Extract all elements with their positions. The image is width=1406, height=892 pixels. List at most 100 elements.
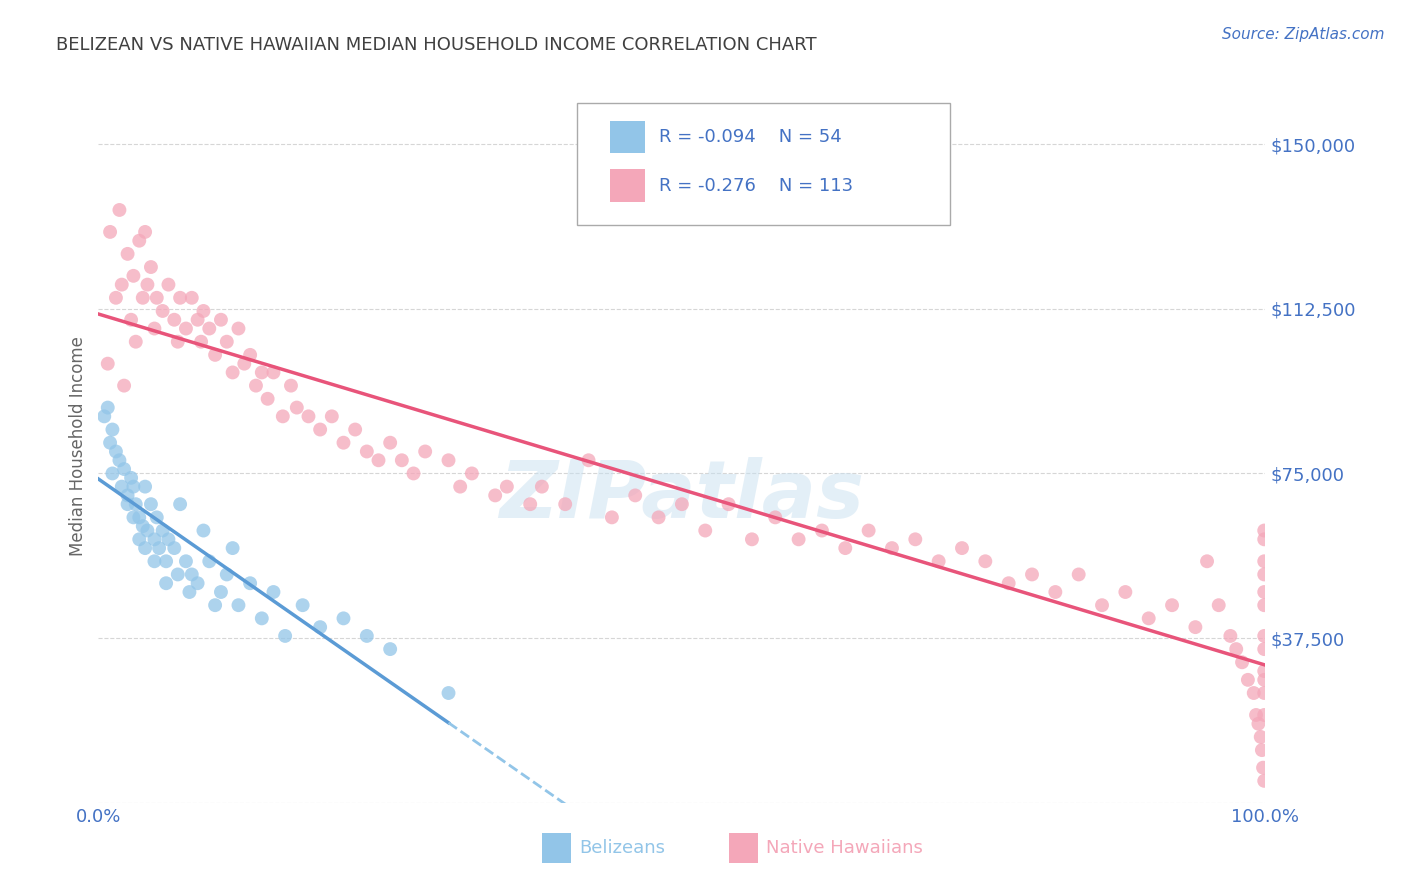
Point: [309, 620, 332, 634]
Point: [928, 554, 950, 568]
Point: [274, 629, 297, 643]
Point: [1225, 642, 1247, 657]
Point: [437, 686, 460, 700]
Point: [146, 291, 169, 305]
Text: R = -0.094    N = 54: R = -0.094 N = 54: [658, 128, 841, 146]
Point: [98, 225, 121, 239]
Point: [530, 480, 553, 494]
Point: [120, 471, 142, 485]
Point: [1253, 524, 1275, 538]
Point: [180, 567, 202, 582]
Point: [1137, 611, 1160, 625]
Point: [198, 554, 221, 568]
Point: [1253, 598, 1275, 612]
Point: [245, 378, 267, 392]
Point: [391, 453, 413, 467]
Text: Source: ZipAtlas.com: Source: ZipAtlas.com: [1222, 27, 1385, 42]
Point: [190, 334, 212, 349]
Point: [134, 480, 156, 494]
Point: [209, 312, 232, 326]
Point: [111, 480, 134, 494]
Point: [1230, 655, 1253, 669]
Point: [1253, 533, 1275, 547]
Point: [1161, 598, 1184, 612]
Point: [1247, 716, 1270, 731]
Point: [193, 304, 215, 318]
Point: [111, 277, 134, 292]
Text: BELIZEAN VS NATIVE HAWAIIAN MEDIAN HOUSEHOLD INCOME CORRELATION CHART: BELIZEAN VS NATIVE HAWAIIAN MEDIAN HOUSE…: [56, 36, 817, 54]
Point: [1253, 629, 1275, 643]
Point: [974, 554, 997, 568]
Point: [136, 524, 159, 538]
Point: [1195, 554, 1218, 568]
Point: [321, 409, 343, 424]
Point: [1067, 567, 1090, 582]
Point: [169, 497, 191, 511]
Point: [904, 533, 927, 547]
Point: [174, 321, 197, 335]
Point: [449, 480, 471, 494]
Point: [262, 366, 284, 380]
Point: [125, 334, 148, 349]
Point: [437, 453, 460, 467]
Point: [763, 510, 786, 524]
Point: [204, 598, 226, 612]
Point: [155, 576, 177, 591]
FancyBboxPatch shape: [728, 833, 758, 863]
Point: [1253, 585, 1275, 599]
Point: [146, 510, 169, 524]
Point: [112, 378, 135, 392]
Y-axis label: Median Household Income: Median Household Income: [69, 336, 87, 556]
Point: [741, 533, 763, 547]
Point: [1237, 673, 1260, 687]
Point: [413, 444, 436, 458]
Point: [600, 510, 623, 524]
Point: [108, 453, 131, 467]
Point: [233, 357, 256, 371]
Point: [215, 334, 238, 349]
Point: [108, 202, 131, 217]
Point: [174, 554, 197, 568]
Point: [152, 304, 174, 318]
Point: [262, 585, 284, 599]
Point: [1114, 585, 1136, 599]
Point: [143, 533, 166, 547]
Point: [578, 453, 600, 467]
Point: [880, 541, 903, 555]
Point: [228, 321, 250, 335]
Point: [221, 366, 243, 380]
Point: [1253, 554, 1275, 568]
Point: [128, 533, 150, 547]
Point: [122, 268, 145, 283]
Point: [104, 444, 127, 458]
Point: [166, 334, 188, 349]
Text: Belizeans: Belizeans: [579, 839, 665, 857]
Point: [647, 510, 669, 524]
Point: [143, 554, 166, 568]
Point: [1244, 708, 1267, 723]
Point: [97, 401, 120, 415]
Point: [221, 541, 243, 555]
Text: ZIPatlas: ZIPatlas: [499, 457, 865, 535]
Point: [484, 488, 506, 502]
Point: [187, 312, 209, 326]
Point: [163, 541, 186, 555]
Point: [356, 629, 378, 643]
Point: [101, 467, 124, 481]
Point: [332, 435, 354, 450]
Point: [132, 291, 155, 305]
Point: [519, 497, 541, 511]
Point: [1253, 673, 1275, 687]
Point: [256, 392, 278, 406]
Point: [834, 541, 856, 555]
Point: [122, 480, 145, 494]
Point: [132, 519, 155, 533]
Point: [143, 321, 166, 335]
Point: [117, 247, 139, 261]
Point: [717, 497, 740, 511]
Point: [101, 423, 124, 437]
Point: [402, 467, 425, 481]
Point: [187, 576, 209, 591]
Point: [1253, 642, 1275, 657]
Point: [344, 423, 367, 437]
